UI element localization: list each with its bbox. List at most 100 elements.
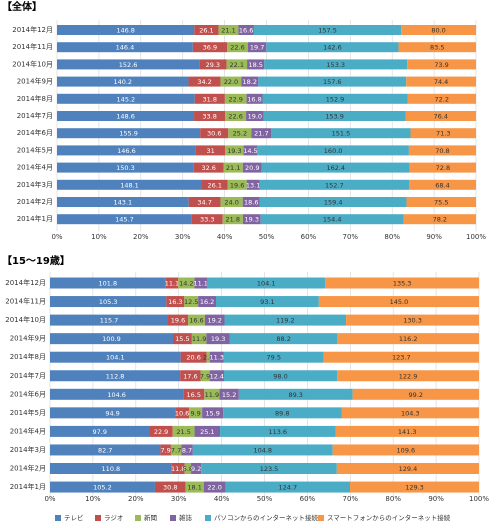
value-label: 15.5 [175,335,189,343]
value-label: 12.4 [210,372,224,380]
value-label: 16.6 [189,317,203,325]
category-label: 2014年3月 [10,445,46,454]
bar-segment [57,179,202,190]
value-label: 31 [206,147,214,155]
value-label: 83.5 [430,44,444,52]
bar-segment [408,145,476,156]
value-label: 5.8 [183,465,193,473]
x-tick-label: 30% [175,233,191,241]
bar-segment [57,111,195,121]
bar-segment [184,463,192,474]
value-label: 145.7 [115,216,134,224]
value-label: 104.1 [257,280,276,288]
value-label: 22.0 [207,484,221,492]
value-label: 145.0 [390,298,409,306]
legend-label: スマートフォンからのインターネット接続 [327,513,451,522]
legend-label: 新聞 [144,513,157,522]
value-label: 82.7 [98,446,112,454]
value-label: 78.2 [433,216,447,224]
legend-label: ラジオ [104,514,123,522]
bar-segment [318,296,479,308]
x-tick-label: 60% [300,495,316,503]
value-label: 143.1 [114,199,133,207]
bar-segment [242,197,260,207]
bar-segment [242,162,262,173]
value-label: 11.9 [205,391,219,399]
bar-segment [335,425,479,437]
value-label: 152.9 [326,95,345,103]
bar-segment [50,407,176,419]
value-label: 104.3 [401,409,420,417]
value-label: 2.5 [203,354,213,362]
bar-segment [407,59,476,70]
value-label: 129.3 [405,484,424,492]
x-tick-label: 60% [301,233,317,241]
bar-segment [191,214,223,225]
value-label: 16.2 [200,298,214,306]
value-label: 19.0 [248,113,262,121]
bar-segment [50,444,161,456]
bar-segment [50,277,166,289]
bar-segment [260,214,404,225]
value-label: 19.2 [207,317,221,325]
value-label: 11.9 [192,335,206,343]
bar-segment [170,444,182,456]
bar-segment [407,93,476,104]
value-label: 19.7 [250,44,264,52]
bar-segment [226,59,248,70]
value-label: 9.9 [190,409,200,417]
bar-segment [57,214,192,225]
legend-swatch [95,515,101,521]
category-label: 2014年10月 [12,59,53,68]
x-tick-label: 100% [469,495,489,503]
bar-segment [201,179,228,190]
value-label: 8.7 [182,446,192,454]
value-label: 16.5 [187,391,201,399]
value-label: 154.4 [323,216,342,224]
x-tick-label: 0% [51,233,62,241]
value-label: 19.3 [227,147,241,155]
value-label: 157.5 [318,27,337,35]
bar-segment [228,128,252,139]
value-label: 119.2 [276,317,295,325]
value-label: 7.9 [160,446,170,454]
bar-segment [218,25,239,35]
category-label: 2014年10月 [5,315,46,324]
value-label: 75.5 [434,199,448,207]
value-label: 19.6 [230,181,244,189]
value-label: 152.6 [119,61,138,69]
value-label: 89.8 [275,409,289,417]
bar-segment [259,197,407,207]
value-label: 104.6 [107,391,126,399]
value-label: 22.9 [154,428,168,436]
value-label: 100.9 [102,335,121,343]
bar-segment [57,25,195,35]
x-tick-label: 80% [385,495,401,503]
x-tick-label: 40% [217,233,233,241]
bar-segment [188,314,205,326]
value-label: 25.2 [233,130,247,138]
bar-segment [225,145,244,156]
value-label: 26.1 [199,27,213,35]
value-label: 129.4 [399,465,418,473]
value-label: 153.3 [326,61,345,69]
value-label: 7.7 [171,446,181,454]
value-label: 19.6 [171,317,185,325]
value-label: 7.9 [200,372,210,380]
value-label: 21.7 [254,130,268,138]
bar-segment [220,197,243,207]
bar-segment [332,444,479,456]
value-label: 68.4 [435,181,449,189]
bar-segment [247,59,265,70]
x-tick-label: 0% [44,495,55,503]
x-tick-label: 70% [343,233,359,241]
value-label: 16.8 [247,95,261,103]
value-label: 70.8 [435,147,449,155]
value-label: 25.1 [200,428,214,436]
value-label: 115.7 [100,317,119,325]
bar-segment [191,333,207,345]
value-label: 18.2 [243,78,257,86]
value-label: 18.1 [187,484,201,492]
value-label: 32.6 [201,164,215,172]
legend-label: パソコンからのインターネット接続 [214,513,319,522]
